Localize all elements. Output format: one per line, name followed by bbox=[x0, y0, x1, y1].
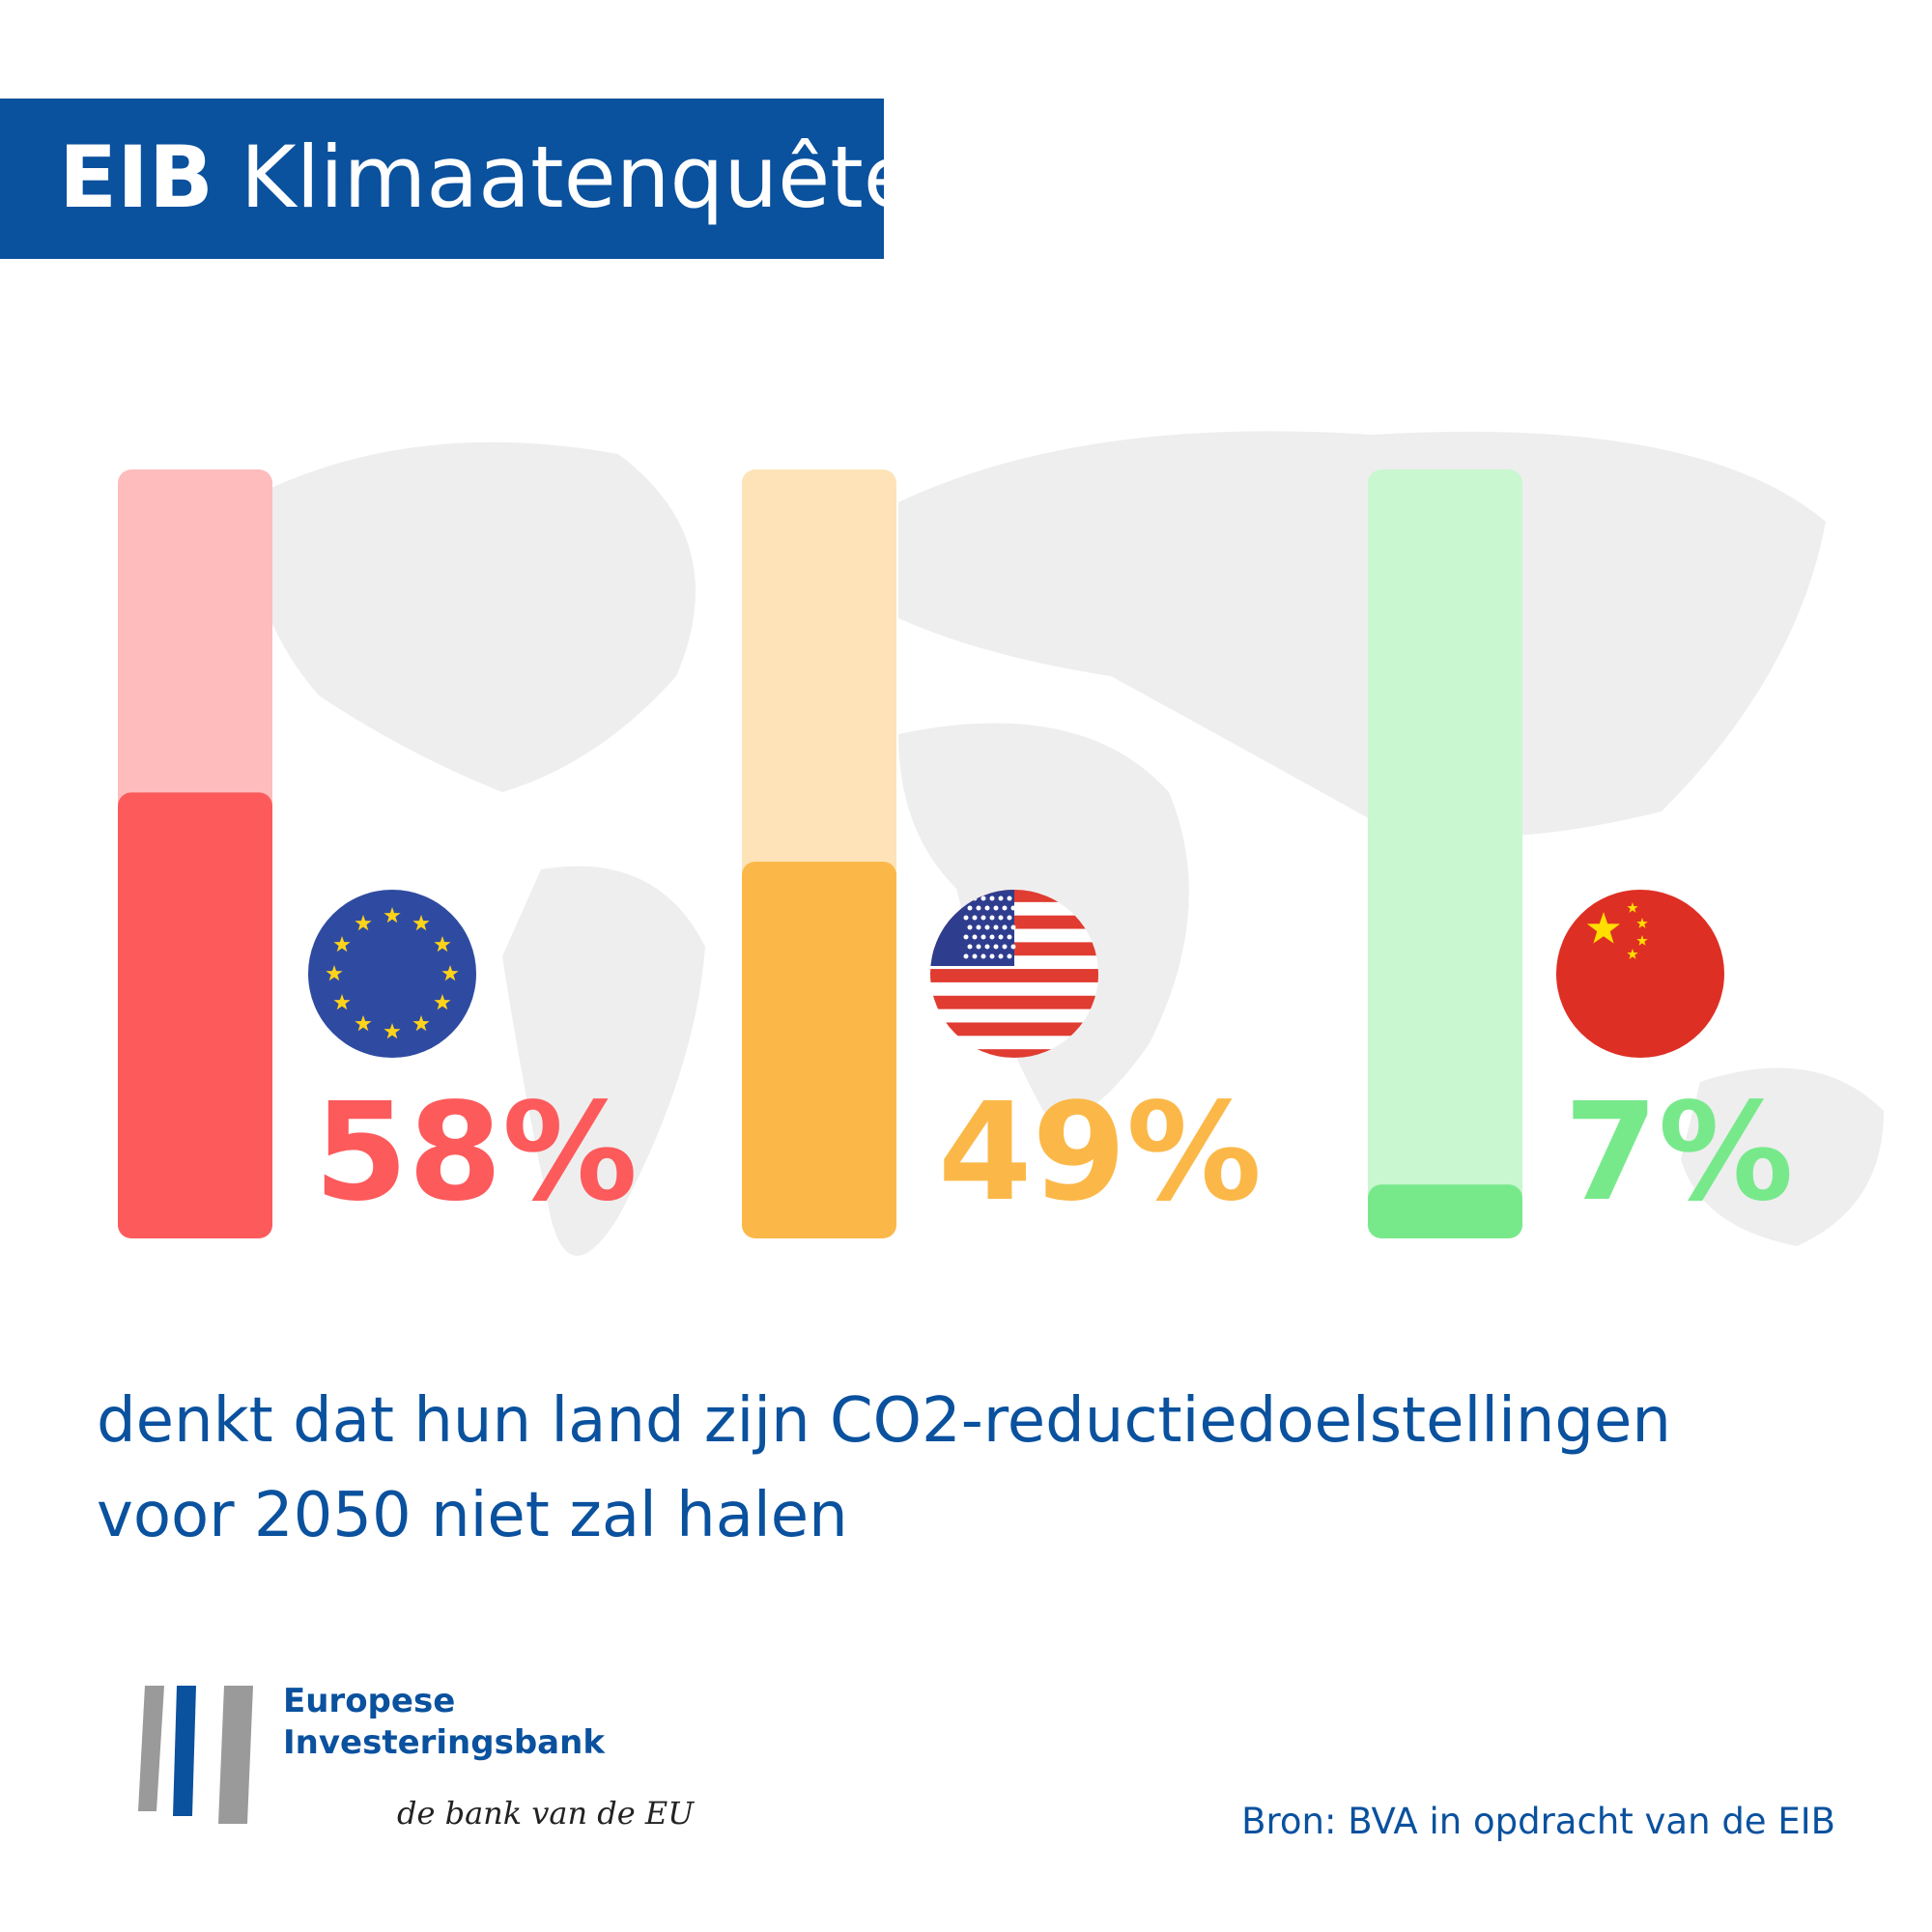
flag-star bbox=[972, 953, 978, 959]
flag-star bbox=[1002, 905, 1008, 911]
flag-star bbox=[972, 934, 978, 940]
flag-stripe bbox=[930, 995, 1098, 1009]
source: Bron: BVA in opdracht van de EIB bbox=[1241, 1801, 1835, 1842]
logo-tagline: de bank van de EU bbox=[397, 1795, 695, 1832]
flag-star bbox=[993, 924, 999, 930]
flag-cn bbox=[1556, 890, 1724, 1058]
flag-star bbox=[355, 915, 372, 931]
bar bbox=[118, 792, 272, 1238]
flag-star bbox=[384, 907, 401, 923]
flag-star bbox=[1007, 895, 1012, 901]
flag-star bbox=[1636, 935, 1648, 946]
flag-star bbox=[998, 895, 1004, 901]
flag-star bbox=[963, 934, 969, 940]
caption-line: denkt dat hun land zijn CO2-reductiedoel… bbox=[97, 1385, 1671, 1457]
bar bbox=[1368, 1184, 1522, 1238]
flag-star bbox=[1627, 949, 1638, 959]
flag-star bbox=[333, 936, 351, 952]
title: EIB Klimaatenquête bbox=[59, 128, 916, 227]
flag-star bbox=[989, 953, 995, 959]
flag-star bbox=[989, 934, 995, 940]
flag-eu bbox=[308, 890, 476, 1058]
flag-star bbox=[967, 944, 973, 950]
flag-star bbox=[384, 1023, 401, 1039]
flag-stripe bbox=[930, 1049, 1098, 1058]
flag-star bbox=[993, 905, 999, 911]
flag-star bbox=[434, 936, 451, 952]
bar bbox=[742, 861, 896, 1238]
flag-star bbox=[1586, 912, 1621, 944]
flag-star bbox=[980, 895, 986, 901]
title-box bbox=[0, 99, 884, 259]
flag-star bbox=[326, 965, 343, 981]
flag-star bbox=[963, 915, 969, 921]
flag-star bbox=[1002, 944, 1008, 950]
bar-track bbox=[1368, 469, 1522, 1238]
flag-star bbox=[967, 905, 973, 911]
flag-star bbox=[412, 1015, 430, 1032]
flag-star bbox=[1636, 918, 1648, 928]
flag-star bbox=[412, 915, 430, 931]
flag-star bbox=[998, 934, 1004, 940]
brand: EIB bbox=[59, 128, 213, 227]
flag-stripe bbox=[930, 1022, 1098, 1037]
flag-star bbox=[989, 895, 995, 901]
flag-stripe bbox=[930, 969, 1098, 982]
flag-star bbox=[993, 944, 999, 950]
flag-star bbox=[441, 965, 459, 981]
flag-star bbox=[984, 944, 990, 950]
logo: Europese Investeringsbank de bank van de… bbox=[138, 1682, 695, 1832]
flag-star bbox=[1010, 905, 1016, 911]
flag-star bbox=[976, 944, 981, 950]
flag-star bbox=[972, 915, 978, 921]
value-label: 49% bbox=[938, 1074, 1262, 1232]
flag-star bbox=[1010, 944, 1016, 950]
flag-star bbox=[980, 915, 986, 921]
flag-star bbox=[989, 915, 995, 921]
value-label: 7% bbox=[1564, 1074, 1794, 1232]
flag-star bbox=[333, 994, 351, 1010]
flag-star bbox=[998, 915, 1004, 921]
value-label: 58% bbox=[314, 1074, 638, 1232]
logo-name: Europese bbox=[283, 1682, 455, 1720]
flag-star bbox=[963, 953, 969, 959]
caption-line: voor 2050 niet zal halen bbox=[97, 1480, 848, 1551]
flag-star bbox=[1007, 953, 1012, 959]
flag-star bbox=[434, 994, 451, 1010]
flag-star bbox=[998, 953, 1004, 959]
flag-star bbox=[980, 934, 986, 940]
flag-star bbox=[984, 905, 990, 911]
flag-star bbox=[980, 953, 986, 959]
flag-star bbox=[1007, 915, 1012, 921]
flag-star bbox=[1010, 924, 1016, 930]
title-text: Klimaatenquête bbox=[241, 128, 916, 227]
flag-star bbox=[976, 905, 981, 911]
flag-star bbox=[1627, 902, 1638, 913]
flag-star bbox=[355, 1015, 372, 1032]
bars: 58% 49% 7% bbox=[118, 469, 1794, 1238]
flag-star bbox=[967, 924, 973, 930]
flag-star bbox=[984, 924, 990, 930]
flag-star bbox=[1007, 934, 1012, 940]
flag-star bbox=[976, 924, 981, 930]
flag-star bbox=[1002, 924, 1008, 930]
logo-name: Investeringsbank bbox=[283, 1723, 606, 1762]
